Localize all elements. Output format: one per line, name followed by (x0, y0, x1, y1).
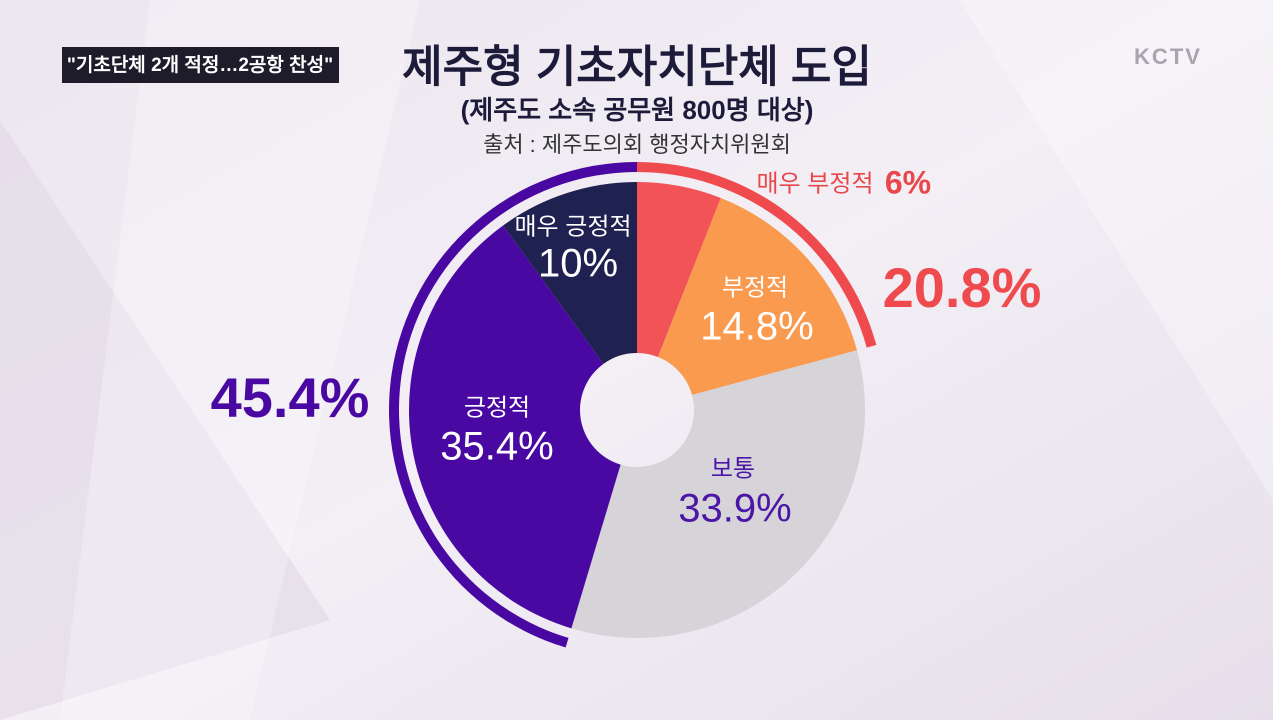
bg-shape (0, 120, 330, 720)
slice-value: 14.8% (700, 305, 813, 349)
source: 출처 : 제주도의회 행정자치위원회 (483, 132, 791, 157)
slice-label: 매우 긍정적 (514, 213, 631, 240)
slice-label: 부정적 (722, 274, 788, 301)
group-arc (637, 162, 877, 348)
pie-slice (503, 182, 637, 364)
chart-title: 제주형 기초자치단체 도입 (402, 43, 872, 92)
bg-shape (960, 0, 1273, 500)
slice-value: 33.9% (678, 487, 791, 531)
slice-label: 보통 (711, 455, 755, 482)
headline-box (62, 47, 339, 83)
slice-value: 6% (885, 164, 931, 200)
pie-slice (637, 182, 721, 357)
slice-label: 긍정적 (464, 394, 530, 421)
logo: KCTV (1134, 44, 1202, 69)
pie-slice (571, 350, 865, 638)
group-value: 20.8% (883, 256, 1042, 319)
pie-slice (409, 225, 621, 629)
slice-value: 10% (538, 242, 618, 286)
bg-shape (60, 0, 420, 720)
headline: "기초단체 2개 적정…2공항 찬성" (67, 54, 333, 76)
slice-label: 매우 부정적 (756, 170, 873, 197)
slice-value: 35.4% (440, 425, 553, 469)
group-value: 45.4% (211, 366, 370, 429)
pie-slice (657, 197, 858, 396)
chart-subtitle: (제주도 소속 공무원 800명 대상) (461, 95, 814, 125)
